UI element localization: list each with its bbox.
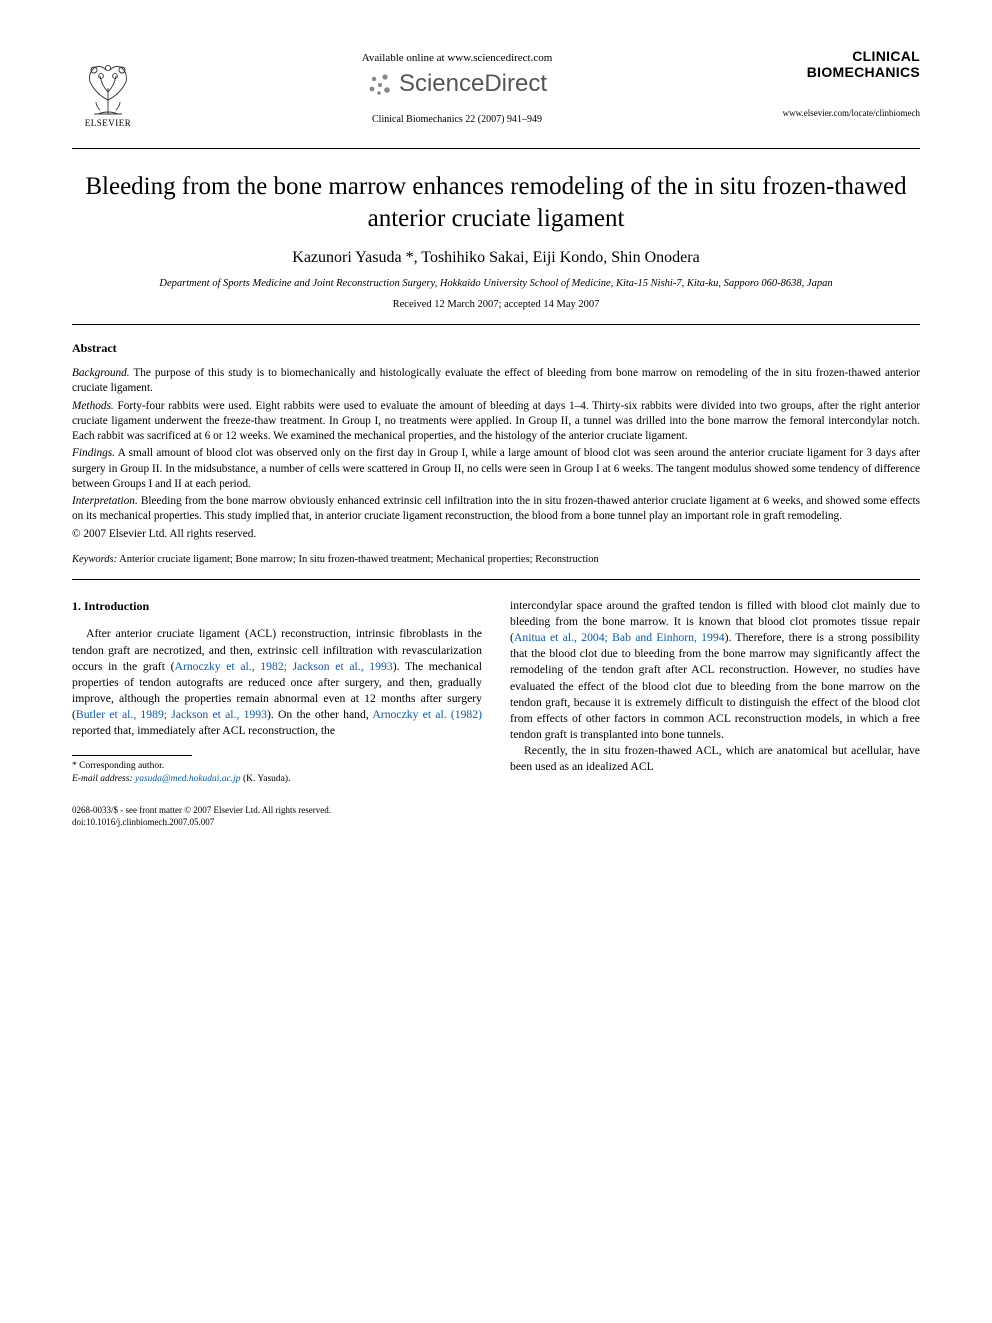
authors-line: Kazunori Yasuda *, Toshihiko Sakai, Eiji…	[72, 249, 920, 267]
abstract-methods: Methods. Forty-four rabbits were used. E…	[72, 399, 920, 445]
footer-doi: doi:10.1016/j.clinbiomech.2007.05.007	[72, 816, 331, 828]
body-columns: 1. Introduction After anterior cruciate …	[72, 598, 920, 786]
citation-3[interactable]: Arnoczky et al. (1982)	[372, 708, 482, 721]
abstract-findings-text: A small amount of blood clot was observe…	[72, 447, 920, 490]
left-column: 1. Introduction After anterior cruciate …	[72, 598, 482, 786]
intro-para1: After anterior cruciate ligament (ACL) r…	[72, 626, 482, 739]
sciencedirect-icon	[367, 71, 393, 97]
keywords-label: Keywords:	[72, 554, 117, 565]
footer-copyright: 0268-0033/$ - see front matter © 2007 El…	[72, 804, 331, 816]
citation-2[interactable]: Butler et al., 1989; Jackson et al., 199…	[76, 708, 267, 721]
abstract-interpretation: Interpretation. Bleeding from the bone m…	[72, 494, 920, 525]
keywords-text: Anterior cruciate ligament; Bone marrow;…	[119, 554, 599, 565]
citation-1[interactable]: Arnoczky et al., 1982; Jackson et al., 1…	[175, 660, 393, 673]
elsevier-logo: ELSEVIER	[72, 48, 144, 128]
intro-heading: 1. Introduction	[72, 598, 482, 615]
footer-left: 0268-0033/$ - see front matter © 2007 El…	[72, 804, 331, 828]
keywords-rule	[72, 579, 920, 580]
page-footer: 0268-0033/$ - see front matter © 2007 El…	[72, 804, 920, 828]
elsevier-tree-icon	[78, 58, 138, 116]
email-suffix: (K. Yasuda).	[243, 774, 291, 784]
abstract-background-text: The purpose of this study is to biomecha…	[72, 367, 920, 394]
footnote-rule	[72, 755, 192, 756]
available-online-text: Available online at www.sciencedirect.co…	[144, 52, 770, 64]
abstract-interpretation-text: Bleeding from the bone marrow obviously …	[72, 495, 920, 522]
abstract-interpretation-label: Interpretation.	[72, 495, 138, 507]
intro-para2: intercondylar space around the grafted t…	[510, 598, 920, 743]
journal-title-box: CLINICAL BIOMECHANICS www.elsevier.com/l…	[770, 48, 920, 118]
title-rule	[72, 324, 920, 325]
corr-author-email-line: E-mail address: yasuda@med.hokudai.ac.jp…	[72, 773, 482, 786]
email-link[interactable]: yasuda@med.hokudai.ac.jp	[135, 774, 241, 784]
keywords-line: Keywords: Anterior cruciate ligament; Bo…	[72, 554, 920, 565]
abstract-background-label: Background.	[72, 367, 130, 379]
corresponding-author-footnote: * Corresponding author. E-mail address: …	[72, 760, 482, 786]
abstract-body: Background. The purpose of this study is…	[72, 366, 920, 542]
affiliation: Department of Sports Medicine and Joint …	[72, 277, 920, 291]
abstract-copyright: © 2007 Elsevier Ltd. All rights reserved…	[72, 527, 920, 542]
abstract-background: Background. The purpose of this study is…	[72, 366, 920, 397]
elsevier-label: ELSEVIER	[85, 118, 132, 128]
paper-title: Bleeding from the bone marrow enhances r…	[72, 171, 920, 235]
corr-author-label: * Corresponding author.	[72, 760, 482, 773]
journal-reference: Clinical Biomechanics 22 (2007) 941–949	[144, 114, 770, 125]
abstract-findings-label: Findings.	[72, 447, 115, 459]
received-accepted-dates: Received 12 March 2007; accepted 14 May …	[72, 299, 920, 310]
journal-name-line1: CLINICAL	[770, 48, 920, 64]
intro-para3: Recently, the in situ frozen-thawed ACL,…	[510, 743, 920, 775]
abstract-methods-text: Forty-four rabbits were used. Eight rabb…	[72, 400, 920, 443]
sciencedirect-logo: ScienceDirect	[367, 70, 547, 98]
sciencedirect-text: ScienceDirect	[399, 70, 547, 98]
citation-4[interactable]: Anitua et al., 2004; Bab and Einhorn, 19…	[514, 631, 725, 644]
email-label: E-mail address:	[72, 774, 133, 784]
header-rule	[72, 148, 920, 149]
abstract-methods-label: Methods.	[72, 400, 114, 412]
header-center: Available online at www.sciencedirect.co…	[144, 48, 770, 125]
page-header: ELSEVIER Available online at www.science…	[72, 48, 920, 128]
journal-url: www.elsevier.com/locate/clinbiomech	[770, 108, 920, 118]
abstract-findings: Findings. A small amount of blood clot w…	[72, 446, 920, 492]
abstract-heading: Abstract	[72, 341, 920, 356]
journal-name-line2: BIOMECHANICS	[770, 64, 920, 80]
right-column: intercondylar space around the grafted t…	[510, 598, 920, 786]
